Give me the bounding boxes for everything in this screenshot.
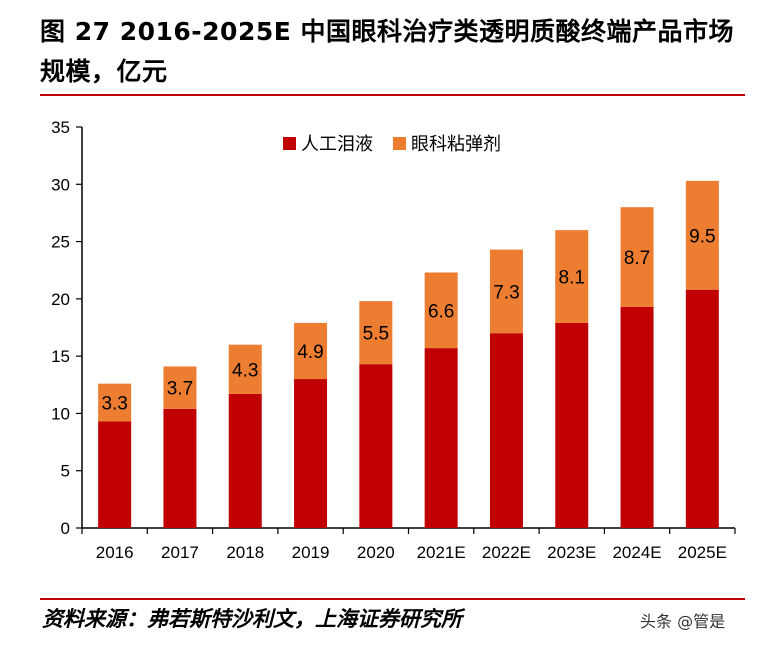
bar-viscoelastic xyxy=(424,272,458,349)
bar-artificial-tears xyxy=(555,322,589,528)
y-tick-label: 5 xyxy=(61,462,70,481)
bar-viscoelastic xyxy=(228,344,262,394)
x-tick-label: 2025E xyxy=(678,543,727,562)
x-tick-label: 2024E xyxy=(612,543,661,562)
legend-label: 人工泪液 xyxy=(301,134,373,154)
bar-artificial-tears xyxy=(685,289,719,528)
data-label: 8.7 xyxy=(624,248,650,269)
bar-viscoelastic xyxy=(98,383,132,422)
source-divider xyxy=(40,598,745,600)
bar-artificial-tears xyxy=(294,379,328,528)
x-tick-label: 2020 xyxy=(357,543,395,562)
bar-artificial-tears xyxy=(620,306,654,528)
bar-viscoelastic xyxy=(489,249,523,334)
x-tick-label: 2022E xyxy=(482,543,531,562)
y-tick-label: 20 xyxy=(51,290,70,309)
bar-artificial-tears xyxy=(228,393,262,528)
bar-artificial-tears xyxy=(98,421,132,528)
watermark: 头条 @管是 xyxy=(640,612,726,631)
data-label: 4.3 xyxy=(232,360,258,381)
legend-swatch xyxy=(283,137,296,150)
stacked-bar-chart: 0 5 10 15 20 25 30 35 2016 3.3 2017 3.7 2018 4.3 2019 4… xyxy=(51,118,736,562)
bar-viscoelastic xyxy=(555,230,589,323)
x-tick-label: 2018 xyxy=(226,543,264,562)
bar-viscoelastic xyxy=(685,180,719,290)
y-tick-label: 10 xyxy=(51,404,70,423)
y-tick-label: 15 xyxy=(51,347,70,366)
x-tick-label: 2023E xyxy=(547,543,596,562)
bar-viscoelastic xyxy=(163,366,197,409)
legend-swatch xyxy=(393,137,406,150)
data-label: 6.6 xyxy=(428,301,454,322)
data-label: 3.7 xyxy=(167,379,193,400)
source-note: 资料来源：弗若斯特沙利文，上海证券研究所 xyxy=(42,606,462,631)
x-tick-label: 2019 xyxy=(292,543,330,562)
x-tick-label: 2016 xyxy=(96,543,134,562)
legend-label: 眼科粘弹剂 xyxy=(411,134,501,154)
data-label: 9.5 xyxy=(689,226,715,247)
y-tick-label: 0 xyxy=(61,519,70,538)
y-tick-label: 30 xyxy=(51,175,70,194)
bar-artificial-tears xyxy=(163,408,197,528)
bar-viscoelastic xyxy=(294,322,328,380)
data-label: 3.3 xyxy=(101,394,127,415)
bar-artificial-tears xyxy=(489,333,523,528)
bar-viscoelastic xyxy=(620,207,654,307)
x-tick-label: 2021E xyxy=(417,543,466,562)
bar-artificial-tears xyxy=(424,348,458,528)
data-label: 5.5 xyxy=(363,324,389,345)
bar-artificial-tears xyxy=(359,364,393,528)
data-label: 7.3 xyxy=(493,282,519,303)
y-tick-label: 35 xyxy=(51,118,70,137)
data-label: 4.9 xyxy=(297,342,323,363)
data-label: 8.1 xyxy=(559,268,585,289)
y-tick-label: 25 xyxy=(51,233,70,252)
title-divider xyxy=(40,94,745,96)
chart-title: 图 27 2016-2025E 中国眼科治疗类透明质酸终端产品市场规模，亿元 xyxy=(40,17,735,86)
bar-viscoelastic xyxy=(359,301,393,365)
x-tick-label: 2017 xyxy=(161,543,199,562)
